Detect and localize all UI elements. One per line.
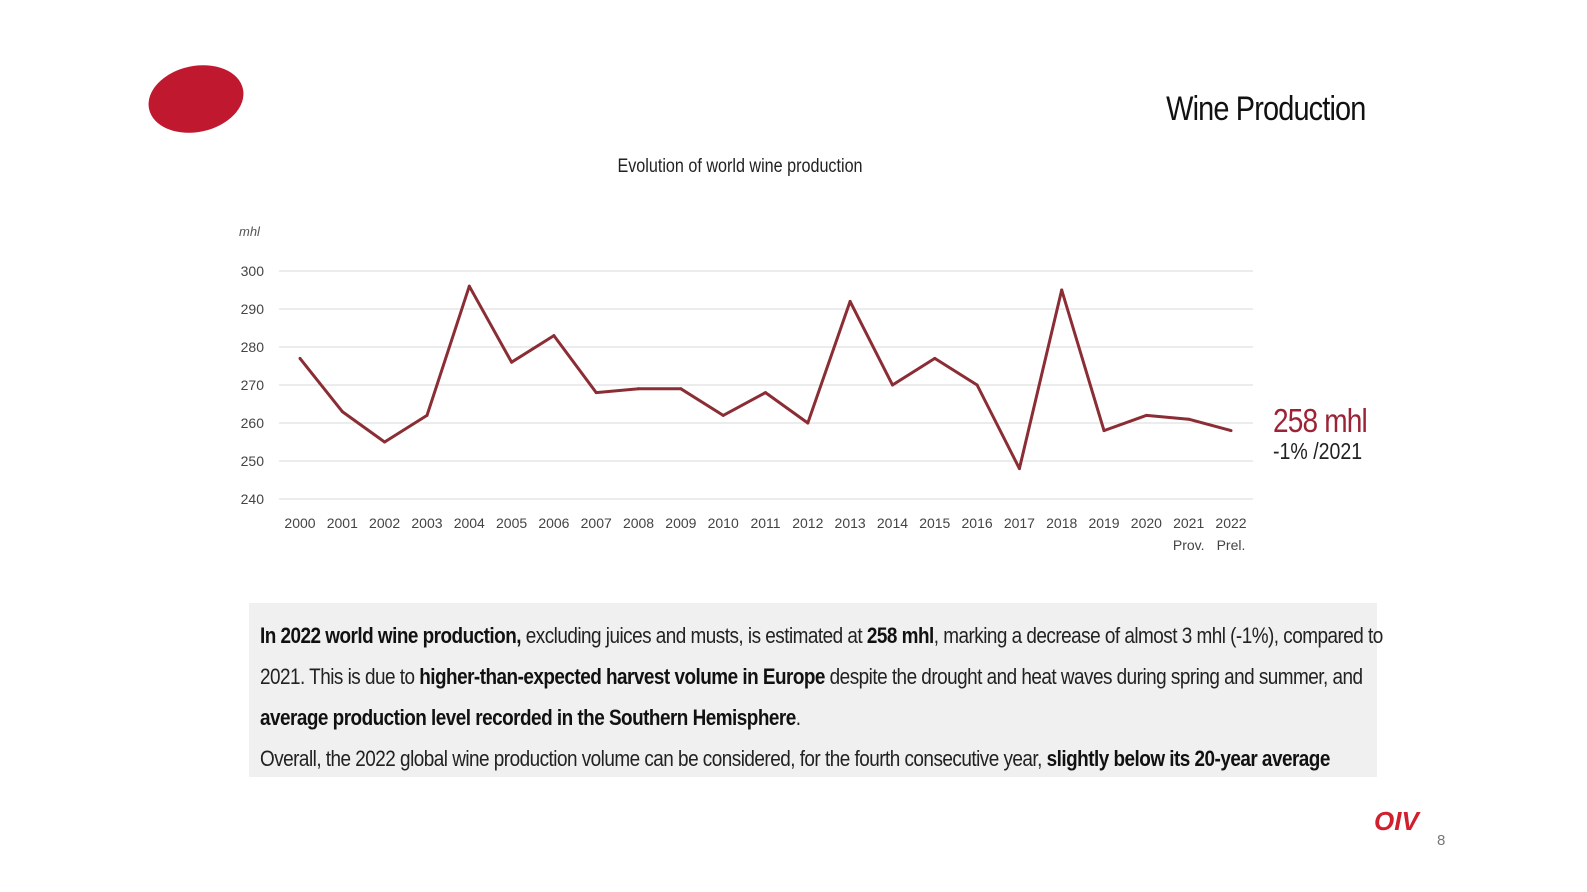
- slide-title: Wine Production: [1165, 90, 1366, 128]
- page-number: 8: [1437, 832, 1446, 849]
- x-tick-sublabel: Prel.: [1217, 537, 1246, 553]
- x-tick-label: 2010: [708, 515, 739, 531]
- x-axis-ticks: 2000 2001 2002 2003 2004 2005 2006 2007 2008 2009…: [284, 515, 1246, 553]
- data-point-2013: [848, 299, 852, 303]
- summary-strong: average production level recorded in the…: [260, 705, 796, 730]
- x-tick-label: 2001: [327, 515, 358, 531]
- x-tick-label: 2012: [792, 515, 823, 531]
- summary-line-4: Overall, the 2022 global wine production…: [260, 738, 1330, 779]
- summary-strong: higher-than-expected harvest volume in E…: [419, 664, 825, 689]
- data-point-2022: [1229, 429, 1233, 433]
- data-point-2020: [1144, 413, 1148, 417]
- summary-text: , marking a decrease of almost 3 mhl (-1…: [933, 623, 1384, 648]
- x-tick-label: 2000: [284, 515, 315, 531]
- data-point-2006: [552, 334, 556, 338]
- data-point-2000: [298, 356, 302, 360]
- data-points: [298, 284, 1233, 471]
- summary-strong: 258 mhl: [866, 623, 934, 648]
- callout-change: -1% /2021: [1273, 438, 1363, 464]
- x-tick-label: 2019: [1088, 515, 1119, 531]
- x-tick-label: 2021: [1173, 515, 1204, 531]
- data-point-2004: [467, 284, 471, 288]
- x-tick-label: 2009: [665, 515, 696, 531]
- y-tick-label: 270: [241, 377, 265, 393]
- oiv-logo: OIV: [1374, 806, 1419, 836]
- data-point-2008: [637, 387, 641, 391]
- data-point-2011: [764, 391, 767, 395]
- x-tick-label: 2011: [750, 515, 780, 531]
- summary-text: despite the drought and heat waves durin…: [824, 664, 1363, 689]
- data-point-2018: [1060, 288, 1064, 292]
- data-point-2016: [975, 383, 979, 387]
- data-point-2007: [594, 391, 598, 395]
- x-tick-label: 2014: [877, 515, 908, 531]
- x-tick-label: 2013: [835, 515, 866, 531]
- gridlines: [279, 270, 1253, 500]
- data-point-2014: [890, 383, 894, 387]
- data-point-2021: [1187, 417, 1191, 421]
- y-tick-label: 280: [241, 339, 265, 355]
- x-tick-label: 2022: [1215, 515, 1246, 531]
- data-point-2017: [1017, 467, 1021, 471]
- x-tick-sublabel: Prov.: [1173, 537, 1205, 553]
- data-point-2012: [806, 421, 810, 425]
- summary-text: Overall, the 2022 global wine production…: [260, 746, 1047, 771]
- data-point-2015: [933, 356, 937, 360]
- x-tick-label: 2004: [454, 515, 485, 531]
- summary-strong: In 2022 world wine production,: [260, 623, 522, 648]
- summary-textbox: In 2022 world wine production, excluding…: [249, 603, 1383, 779]
- summary-text: .: [795, 705, 801, 730]
- summary-line-3: average production level recorded in the…: [260, 697, 1212, 738]
- y-tick-label: 290: [241, 301, 265, 317]
- y-tick-label: 260: [241, 415, 265, 431]
- y-tick-label: 250: [241, 453, 265, 469]
- x-tick-label: 2017: [1004, 515, 1035, 531]
- y-tick-label: 240: [241, 491, 265, 507]
- y-axis-unit-label: mhl: [239, 224, 261, 239]
- data-point-2001: [340, 410, 344, 414]
- x-tick-label: 2020: [1131, 515, 1162, 531]
- summary-text: 2021. This is due to: [260, 664, 420, 689]
- summary-line-2: 2021. This is due to higher-than-expecte…: [260, 656, 1363, 697]
- x-tick-label: 2003: [411, 515, 442, 531]
- series-line-world-production: [298, 284, 1232, 471]
- summary-strong: slightly below its 20-year average: [1046, 746, 1331, 771]
- x-tick-label: 2008: [623, 515, 654, 531]
- summary-line-1: In 2022 world wine production, excluding…: [260, 615, 1383, 656]
- x-tick-label: 2018: [1046, 515, 1077, 531]
- chart-title: Evolution of world wine production: [617, 156, 863, 177]
- data-point-2002: [383, 440, 387, 444]
- y-tick-label: 300: [241, 263, 265, 279]
- x-tick-label: 2007: [581, 515, 612, 531]
- data-point-2019: [1102, 429, 1106, 433]
- x-tick-label: 2016: [962, 515, 993, 531]
- callout-value: 258 mhl: [1273, 402, 1368, 439]
- x-tick-label: 2002: [369, 515, 400, 531]
- data-point-2005: [510, 360, 514, 364]
- y-axis-ticks: 240 250 260 270 280 290 300: [241, 263, 265, 507]
- x-tick-label: 2006: [538, 515, 569, 531]
- data-point-2009: [679, 387, 683, 391]
- summary-text: excluding juices and musts, is estimated…: [520, 623, 867, 648]
- x-tick-label: 2005: [496, 515, 527, 531]
- data-point-2003: [425, 413, 429, 417]
- x-tick-label: 2015: [919, 515, 950, 531]
- latest-value-callout: 258 mhl -1% /2021: [1273, 402, 1383, 465]
- data-point-2010: [721, 413, 725, 417]
